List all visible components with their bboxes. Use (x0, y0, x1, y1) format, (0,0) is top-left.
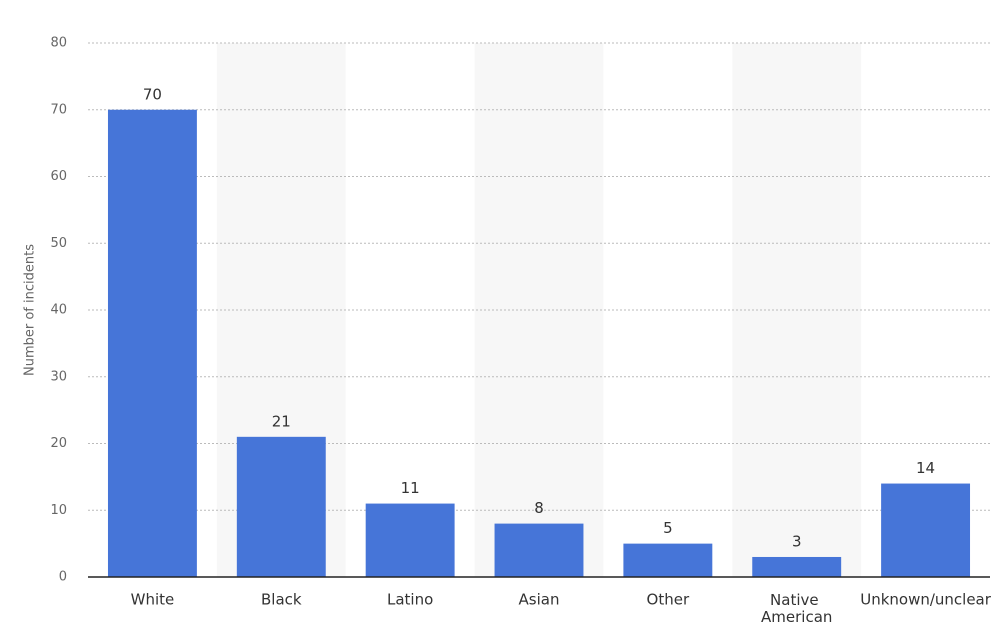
x-tick-label: Unknown/unclear (860, 591, 992, 609)
y-tick-label: 60 (50, 169, 67, 184)
y-tick-label: 40 (50, 303, 67, 318)
x-tick-label: White (131, 591, 175, 609)
x-tick-label: Latino (387, 591, 433, 609)
value-label: 11 (401, 479, 420, 497)
value-label: 70 (143, 85, 162, 103)
value-label: 21 (272, 412, 291, 430)
bar (494, 523, 584, 577)
y-tick-label: 20 (50, 436, 67, 451)
value-label: 8 (534, 499, 544, 517)
bar (365, 503, 455, 577)
y-tick-label: 80 (50, 36, 67, 51)
bar (236, 436, 326, 577)
value-label: 14 (916, 459, 935, 477)
value-label: 3 (792, 532, 802, 550)
y-tick-label: 50 (50, 236, 67, 251)
x-tick-label: Other (647, 591, 690, 609)
y-tick-label: 70 (50, 102, 67, 117)
bar (752, 556, 842, 577)
y-tick-label: 0 (59, 570, 67, 585)
x-tick-label: Black (261, 591, 302, 609)
x-tick-label: Native American (761, 591, 832, 626)
y-tick-label: 30 (50, 369, 67, 384)
bar (623, 543, 713, 577)
y-tick-label: 10 (50, 503, 67, 518)
bar (881, 483, 971, 577)
value-label: 5 (663, 519, 673, 537)
x-tick-label: Asian (519, 591, 560, 609)
y-axis-label: Number of incidents (23, 244, 38, 376)
bar (107, 109, 197, 577)
